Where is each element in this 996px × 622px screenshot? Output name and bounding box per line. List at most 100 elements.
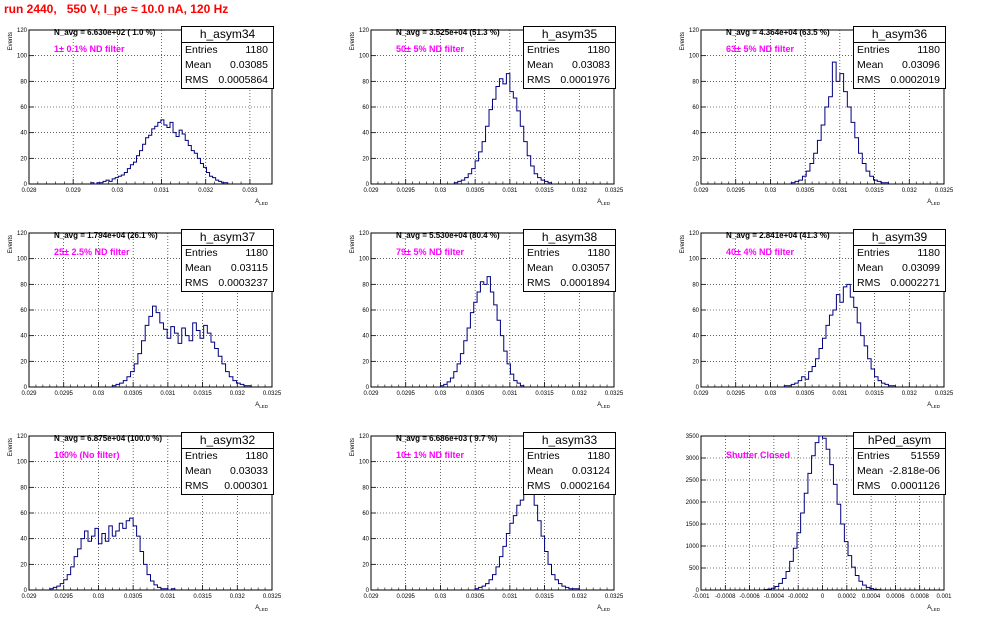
y-tick-label: 100: [689, 54, 700, 60]
stat-value: 1180: [917, 247, 940, 259]
histogram-line: [790, 61, 889, 184]
y-axis-title: Events: [350, 438, 356, 456]
stat-row-rms: RMS 0.0001894: [524, 276, 615, 291]
x-tick-label: 0.0325: [605, 188, 624, 194]
x-tick-label: 0.0295: [397, 188, 416, 194]
x-tick-label: -0.0006: [739, 594, 760, 600]
stat-label: Mean: [185, 465, 212, 477]
stat-box-title: h_asym34: [182, 27, 273, 43]
stat-row-mean: Mean 0.03115: [182, 261, 273, 276]
x-axis-title: ALED: [927, 605, 941, 612]
x-tick-label: -0.001: [692, 594, 710, 600]
stat-row-rms: RMS 0.0002271: [854, 276, 945, 291]
navg-label: N_avg = 6.875e+04 (100.0 %): [54, 434, 162, 443]
x-tick-label: 0.0305: [796, 391, 815, 397]
stat-box-title: h_asym35: [524, 27, 615, 43]
x-tick-label: 0.0305: [124, 391, 143, 397]
stat-row-rms: RMS 0.0003237: [182, 276, 273, 291]
stat-row-entries: Entries 1180: [854, 43, 945, 58]
stat-value: 0.0002164: [560, 480, 610, 492]
x-axis-title-subscript: LED: [601, 607, 611, 612]
y-axis-title: Events: [8, 235, 14, 253]
stat-row-entries: Entries 1180: [524, 449, 615, 464]
filter-annotation: Shutter Closed: [726, 450, 790, 460]
y-tick-label: 100: [17, 460, 28, 466]
x-tick-label: 0.03: [435, 188, 447, 194]
x-tick-label: 0.031: [832, 391, 848, 397]
page-title: run 2440, 550 V, I_pe ≈ 10.0 nA, 120 Hz: [4, 2, 229, 16]
y-tick-label: 100: [17, 257, 28, 263]
x-tick-label: 0.031: [160, 594, 176, 600]
x-tick-label: 0: [821, 594, 825, 600]
x-tick-label: 0.0325: [935, 391, 954, 397]
histogram-panel-h_asym35: 0.029 0.0295 0.03 0.0305 0.031 0.0315 0.032 0.0…: [350, 28, 624, 206]
x-axis-title-subscript: LED: [259, 404, 269, 409]
x-tick-label: 0.0315: [535, 188, 554, 194]
x-tick-label: -0.0002: [788, 594, 809, 600]
stat-box-h_asym38: h_asym38 Entries 1180 Mean 0.03057 RMS 0.00018…: [523, 229, 616, 292]
navg-label: N_avg = 5.530e+04 (80.4 %): [396, 231, 500, 240]
stat-row-mean: Mean 0.03099: [854, 261, 945, 276]
x-tick-label: 0.0325: [935, 188, 954, 194]
stat-box-title: h_asym36: [854, 27, 945, 43]
stat-box-h_asym34: h_asym34 Entries 1180 Mean 0.03085 RMS 0.00058…: [181, 26, 274, 89]
x-tick-label: 0.03: [93, 594, 105, 600]
stat-row-entries: Entries 1180: [182, 43, 273, 58]
x-tick-label: 0.031: [160, 391, 176, 397]
stat-label: Entries: [857, 247, 890, 259]
y-tick-label: 3000: [686, 456, 700, 462]
y-tick-label: 20: [20, 156, 27, 162]
stat-value: 0.0002271: [890, 277, 940, 289]
x-axis-title: ALED: [255, 402, 269, 409]
x-tick-label: 0.029: [363, 594, 379, 600]
x-tick-label: 0.032: [572, 188, 588, 194]
y-tick-label: 100: [359, 257, 370, 263]
stat-value: 0.0001976: [560, 74, 610, 86]
x-tick-label: 0.03: [435, 594, 447, 600]
y-tick-label: 1000: [686, 544, 700, 550]
stat-box-h_asym32: h_asym32 Entries 1180 Mean 0.03033 RMS 0.00030…: [181, 432, 274, 495]
x-tick-label: 0.0315: [193, 594, 212, 600]
stat-label: RMS: [527, 480, 551, 492]
y-tick-label: 100: [689, 257, 700, 263]
y-tick-label: 80: [692, 282, 699, 288]
histogram-panel-h_asym39: 0.029 0.0295 0.03 0.0305 0.031 0.0315 0.032 0.0…: [680, 231, 954, 409]
y-tick-label: 120: [689, 28, 700, 34]
y-tick-label: 20: [692, 156, 699, 162]
y-tick-label: 2000: [686, 500, 700, 506]
x-tick-label: 0.0315: [193, 391, 212, 397]
y-tick-label: 20: [692, 359, 699, 365]
stat-value: 0.0003237: [218, 277, 268, 289]
stat-value: -2.818e-06: [889, 465, 940, 477]
stat-label: Mean: [527, 59, 554, 71]
y-tick-label: 500: [689, 566, 700, 572]
y-tick-label: 1500: [686, 522, 700, 528]
histogram-panel-h_asym36: 0.029 0.0295 0.03 0.0305 0.031 0.0315 0.032 0.0…: [680, 28, 954, 206]
stat-label: RMS: [185, 480, 209, 492]
stat-row-rms: RMS 0.0002019: [854, 73, 945, 88]
x-tick-label: 0.029: [21, 594, 37, 600]
x-tick-label: 0.03: [112, 188, 124, 194]
y-tick-label: 60: [20, 511, 27, 517]
stat-row-rms: RMS 0.0001126: [854, 479, 945, 494]
histogram-panel-h_asym34: 0.028 0.029 0.03 0.031 0.032 0.033 0 20 40 60 80 10…: [8, 28, 273, 206]
stat-label: Entries: [185, 450, 218, 462]
x-axis-title: ALED: [927, 199, 941, 206]
y-tick-label: 40: [20, 537, 27, 543]
stat-row-mean: Mean 0.03124: [524, 464, 615, 479]
navg-label: N_avg = 6.686e+03 ( 9.7 %): [396, 434, 498, 443]
y-tick-label: 0: [696, 588, 700, 594]
stat-value: 0.03083: [572, 59, 610, 71]
x-axis-title: ALED: [927, 402, 941, 409]
x-tick-label: 0.03: [765, 188, 777, 194]
x-axis-title: ALED: [597, 605, 611, 612]
stat-label: RMS: [527, 277, 551, 289]
x-tick-label: 0.029: [693, 391, 709, 397]
x-axis-title-subscript: LED: [931, 607, 941, 612]
stat-value: 1180: [587, 450, 610, 462]
x-axis-title-subscript: LED: [931, 404, 941, 409]
y-tick-label: 20: [20, 562, 27, 568]
x-tick-label: 0.001: [936, 594, 952, 600]
x-tick-label: 0.0315: [865, 391, 884, 397]
x-tick-label: 0.0325: [605, 594, 624, 600]
